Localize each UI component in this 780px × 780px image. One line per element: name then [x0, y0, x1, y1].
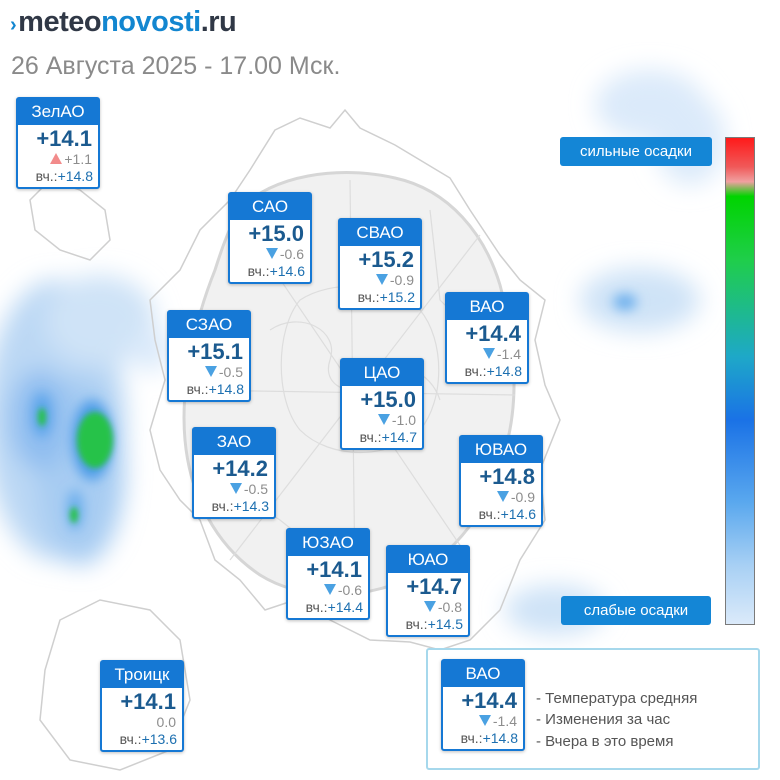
forecast-date-time: 26 Августа 2025 - 17.00 Мск. [11, 52, 341, 80]
district-temperature: +14.2 [212, 456, 268, 481]
district-yesterday: вч.:+14.4 [305, 599, 363, 615]
district-card-yuao: ЮАО +14.7 -0.8 вч.:+14.5 [386, 545, 470, 637]
district-yesterday: вч.:+14.8 [460, 730, 518, 746]
district-yesterday: вч.:+14.7 [359, 429, 417, 445]
district-card-troitsk: Троицк +14.1 0.0 вч.:+13.6 [100, 660, 184, 752]
district-card-sao: САО +15.0 -0.6 вч.:+14.6 [228, 192, 312, 284]
district-temperature: +14.1 [306, 557, 362, 582]
district-name: САО [229, 193, 311, 220]
district-yesterday: вч.:+14.8 [35, 168, 93, 184]
trend-down-icon [496, 491, 509, 502]
district-card-zao: ЗАО +14.2 -0.5 вч.:+14.3 [192, 427, 276, 519]
trend-down-icon [375, 274, 388, 285]
logo-accent: novosti [101, 6, 201, 38]
district-hourly-change: -0.9 [340, 272, 420, 288]
district-name: ЗАО [193, 428, 275, 455]
district-yesterday: вч.:+14.8 [186, 381, 244, 397]
district-temperature: +14.8 [479, 464, 535, 489]
district-temperature: +15.0 [360, 387, 416, 412]
district-yesterday: вч.:+14.5 [405, 616, 463, 632]
district-yesterday: вч.:+14.6 [478, 506, 536, 522]
district-hourly-change: -0.8 [388, 599, 468, 615]
district-hourly-change: -0.5 [194, 481, 274, 497]
district-yesterday: вч.:+14.3 [211, 498, 269, 514]
trend-down-icon [204, 366, 217, 377]
key-item-average-temperature: - Температура средняя [536, 690, 698, 707]
district-temperature: +15.2 [358, 247, 414, 272]
trend-up-icon [50, 153, 63, 164]
logo-arrow-icon: › [10, 14, 17, 36]
logo-prefix: meteo [18, 6, 102, 38]
district-card-cao: ЦАО +15.0 -1.0 вч.:+14.7 [340, 358, 424, 450]
district-yesterday: вч.:+13.6 [119, 731, 177, 747]
district-name: ЮЗАО [287, 529, 369, 556]
trend-down-icon [377, 414, 390, 425]
district-yesterday: вч.:+14.8 [464, 363, 522, 379]
district-temperature: +14.1 [120, 689, 176, 714]
district-hourly-change: -1.4 [443, 713, 523, 729]
district-name: ЦАО [341, 359, 423, 386]
district-hourly-change: 0.0 [156, 714, 176, 730]
district-hourly-change: -0.9 [461, 489, 541, 505]
trend-down-icon [229, 483, 242, 494]
district-temperature: +14.7 [406, 574, 462, 599]
district-temperature: +14.4 [461, 688, 517, 713]
district-card-zelao: ЗелАО +14.1 +1.1 вч.:+14.8 [16, 97, 100, 189]
legend-weak-precipitation: слабые осадки [561, 596, 711, 625]
district-name: ВАО [446, 293, 528, 320]
district-temperature: +15.1 [187, 339, 243, 364]
district-hourly-change: -1.0 [342, 412, 422, 428]
trend-down-icon [478, 715, 491, 726]
trend-down-icon [423, 601, 436, 612]
key-item-yesterday: - Вчера в это время [536, 733, 674, 750]
district-yesterday: вч.:+14.6 [247, 263, 305, 279]
district-hourly-change: -0.5 [169, 364, 249, 380]
district-name: СЗАО [168, 311, 250, 338]
trend-down-icon [265, 248, 278, 259]
district-hourly-change: +1.1 [18, 151, 98, 167]
district-card-vao: ВАО +14.4 -1.4 вч.:+14.8 [445, 292, 529, 384]
district-name: ВАО [442, 660, 524, 687]
legend-strong-precipitation: сильные осадки [560, 137, 712, 166]
key-item-hourly-change: - Изменения за час [536, 711, 671, 728]
district-hourly-change: -0.6 [230, 246, 310, 262]
district-temperature: +15.0 [248, 221, 304, 246]
logo-suffix: .ru [200, 6, 237, 38]
district-card-yuzao: ЮЗАО +14.1 -0.6 вч.:+14.4 [286, 528, 370, 620]
trend-down-icon [482, 348, 495, 359]
precipitation-color-scale [725, 137, 755, 625]
district-name: ЗелАО [17, 98, 99, 125]
district-temperature: +14.4 [465, 321, 521, 346]
district-hourly-change: -1.4 [447, 346, 527, 362]
key-sample-card: ВАО +14.4 -1.4 вч.:+14.8 [441, 659, 525, 751]
district-hourly-change: -0.6 [288, 582, 368, 598]
district-card-svao: СВАО +15.2 -0.9 вч.:+15.2 [338, 218, 422, 310]
district-yesterday: вч.:+15.2 [357, 289, 415, 305]
trend-down-icon [323, 584, 336, 595]
district-temperature: +14.1 [36, 126, 92, 151]
district-card-yuvao: ЮВАО +14.8 -0.9 вч.:+14.6 [459, 435, 543, 527]
site-logo[interactable]: ›meteonovosti.ru [10, 6, 237, 39]
district-name: ЮАО [387, 546, 469, 573]
district-name: Троицк [101, 661, 183, 688]
district-name: СВАО [339, 219, 421, 246]
district-card-szao: СЗАО +15.1 -0.5 вч.:+14.8 [167, 310, 251, 402]
district-name: ЮВАО [460, 436, 542, 463]
